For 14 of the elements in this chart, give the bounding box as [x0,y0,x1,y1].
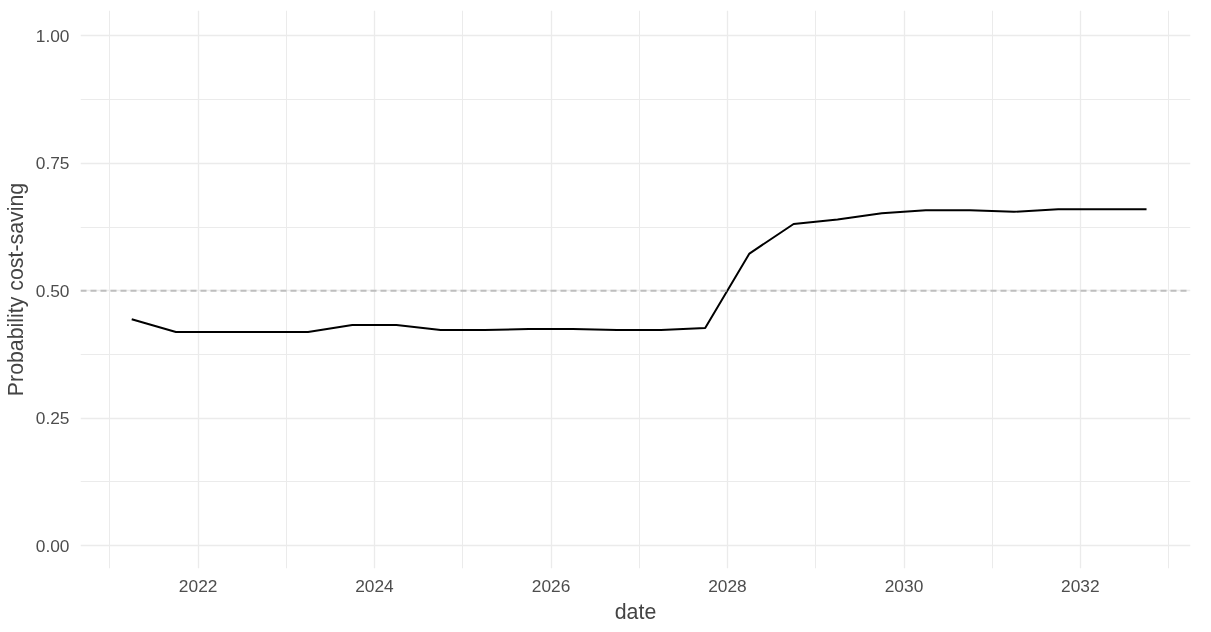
x-tick-label: 2028 [708,575,747,596]
x-tick-label: 2030 [884,575,924,596]
x-tick-label: 2022 [178,575,218,596]
x-tick-label: 2026 [531,575,571,596]
y-tick-label: 0.75 [35,153,70,174]
y-tick-label: 1.00 [35,25,70,46]
line-series [130,208,1148,334]
x-tick-label: 2032 [1061,575,1100,596]
y-tick-label: 0.25 [35,408,70,429]
y-axis-title: Probability cost-saving [3,182,28,397]
y-tick-label: 0.50 [35,280,70,301]
y-tick-label: 0.00 [35,535,70,556]
x-axis-title: date [614,599,657,624]
x-tick-label: 2024 [355,575,395,596]
